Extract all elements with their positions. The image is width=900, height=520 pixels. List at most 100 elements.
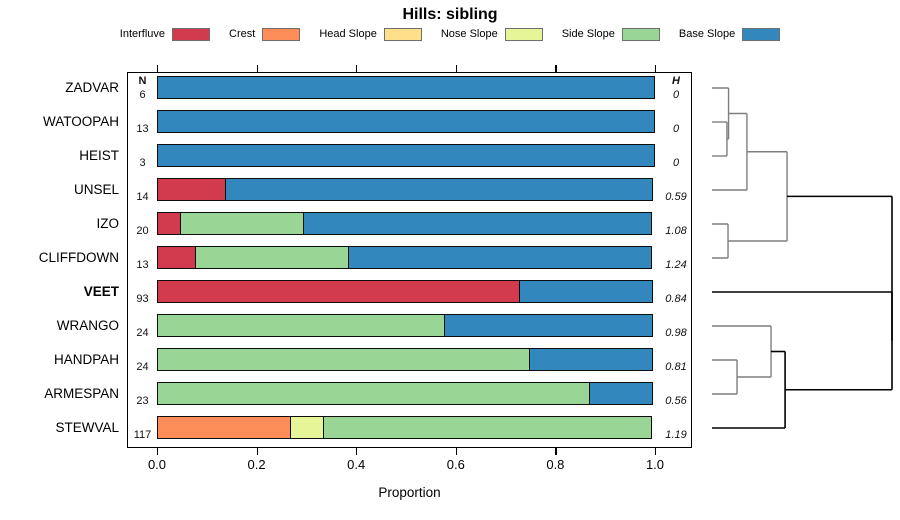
x-tick-bottom xyxy=(455,448,457,455)
legend-item: Side Slope xyxy=(561,27,660,41)
row-label: CLIFFDOWN xyxy=(38,250,119,265)
h-value: 0 xyxy=(672,123,680,135)
bar-segment xyxy=(157,246,197,269)
h-value: 0.81 xyxy=(665,361,687,373)
bar-segment xyxy=(157,382,591,405)
chart-title: Hills: sibling xyxy=(402,6,498,23)
bar-segment xyxy=(180,212,305,235)
bar-row xyxy=(157,348,655,371)
row-label: HEIST xyxy=(79,148,119,163)
legend-item: Base Slope xyxy=(678,27,781,41)
row-label: STEWVAL xyxy=(55,420,119,435)
x-tick-top xyxy=(555,65,557,72)
legend-item: Nose Slope xyxy=(440,27,543,41)
n-value: 93 xyxy=(136,293,149,305)
x-tick-bottom xyxy=(256,448,258,455)
x-axis-label: Proportion xyxy=(378,485,441,500)
legend-label: Side Slope xyxy=(561,28,615,40)
x-tick-top xyxy=(455,65,457,72)
legend-label: Head Slope xyxy=(319,28,377,40)
n-value: 13 xyxy=(136,123,149,135)
legend-item: Interfluve xyxy=(119,27,211,41)
x-tick-top xyxy=(256,65,258,72)
bar-segment xyxy=(157,212,182,235)
n-value: 20 xyxy=(136,225,149,237)
row-label: HANDPAH xyxy=(53,352,119,367)
h-value: 1.19 xyxy=(665,429,687,441)
bar-segment xyxy=(157,314,446,337)
bar-row xyxy=(157,110,655,133)
legend-swatch xyxy=(262,27,301,41)
bar-segment xyxy=(347,246,652,269)
x-tick-label: 0.4 xyxy=(347,457,366,472)
bar-segment xyxy=(303,212,652,235)
h-value: 0.98 xyxy=(665,327,687,339)
bar-segment xyxy=(195,246,350,269)
n-column-header: N xyxy=(138,75,147,87)
h-column-header: H xyxy=(672,75,680,87)
legend-label: Base Slope xyxy=(678,28,736,40)
legend-swatch xyxy=(383,27,422,41)
x-tick-top xyxy=(157,65,159,72)
bar-row xyxy=(157,314,655,337)
n-value: 24 xyxy=(136,361,149,373)
x-tick-bottom xyxy=(655,448,657,455)
x-tick-top xyxy=(655,65,657,72)
legend-item: Crest xyxy=(229,27,301,41)
x-tick-label: 0.0 xyxy=(147,457,167,472)
row-label: WRANGO xyxy=(56,318,119,333)
n-value: 3 xyxy=(139,157,146,169)
bar-segment xyxy=(157,416,292,439)
n-value: 117 xyxy=(133,429,152,441)
bar-row xyxy=(157,280,655,303)
h-value: 0.84 xyxy=(665,293,687,305)
x-tick-label: 0.2 xyxy=(247,457,266,472)
bar-row xyxy=(157,76,655,99)
legend-label: Interfluve xyxy=(119,28,166,40)
x-tick-label: 0.8 xyxy=(546,457,565,472)
row-label: VEET xyxy=(83,284,119,299)
x-tick-bottom xyxy=(356,448,358,455)
bar-segment xyxy=(588,382,654,405)
dendrogram xyxy=(712,87,893,429)
bar-segment xyxy=(289,416,325,439)
bar-segment xyxy=(528,348,654,371)
h-value: 1.24 xyxy=(665,259,687,271)
x-tick-top xyxy=(356,65,358,72)
bar-row xyxy=(157,382,655,405)
legend-item: Head Slope xyxy=(319,27,422,41)
n-value: 23 xyxy=(136,395,149,407)
bar-segment xyxy=(157,76,655,99)
bar-segment xyxy=(157,178,227,201)
n-value: 13 xyxy=(136,259,149,271)
bar-row xyxy=(157,178,655,201)
h-value: 0 xyxy=(672,89,680,101)
bar-segment xyxy=(444,314,654,337)
bar-segment xyxy=(322,416,652,439)
legend-swatch xyxy=(621,27,660,41)
legend-swatch xyxy=(172,27,211,41)
legend: Interfluve Crest Head Slope Nose Slope Side … xyxy=(0,25,900,43)
x-tick-bottom xyxy=(555,448,557,455)
row-label: ZADVAR xyxy=(65,80,119,95)
row-label: WATOOPAH xyxy=(42,114,119,129)
bar-segment xyxy=(518,280,654,303)
h-value: 0.56 xyxy=(665,395,687,407)
h-value: 0 xyxy=(672,157,680,169)
bar-row xyxy=(157,144,655,167)
bar-segment xyxy=(157,144,655,167)
bar-row xyxy=(157,416,655,439)
row-label: ARMESPAN xyxy=(44,386,119,401)
bar-segment xyxy=(157,110,655,133)
bar-row xyxy=(157,246,655,269)
x-tick-label: 1.0 xyxy=(645,457,665,472)
bar-segment xyxy=(225,178,654,201)
legend-swatch xyxy=(742,27,781,41)
legend-swatch xyxy=(504,27,543,41)
n-value: 6 xyxy=(139,89,146,101)
n-value: 24 xyxy=(136,327,149,339)
n-value: 14 xyxy=(136,191,149,203)
bar-row xyxy=(157,212,655,235)
legend-label: Nose Slope xyxy=(440,28,498,40)
